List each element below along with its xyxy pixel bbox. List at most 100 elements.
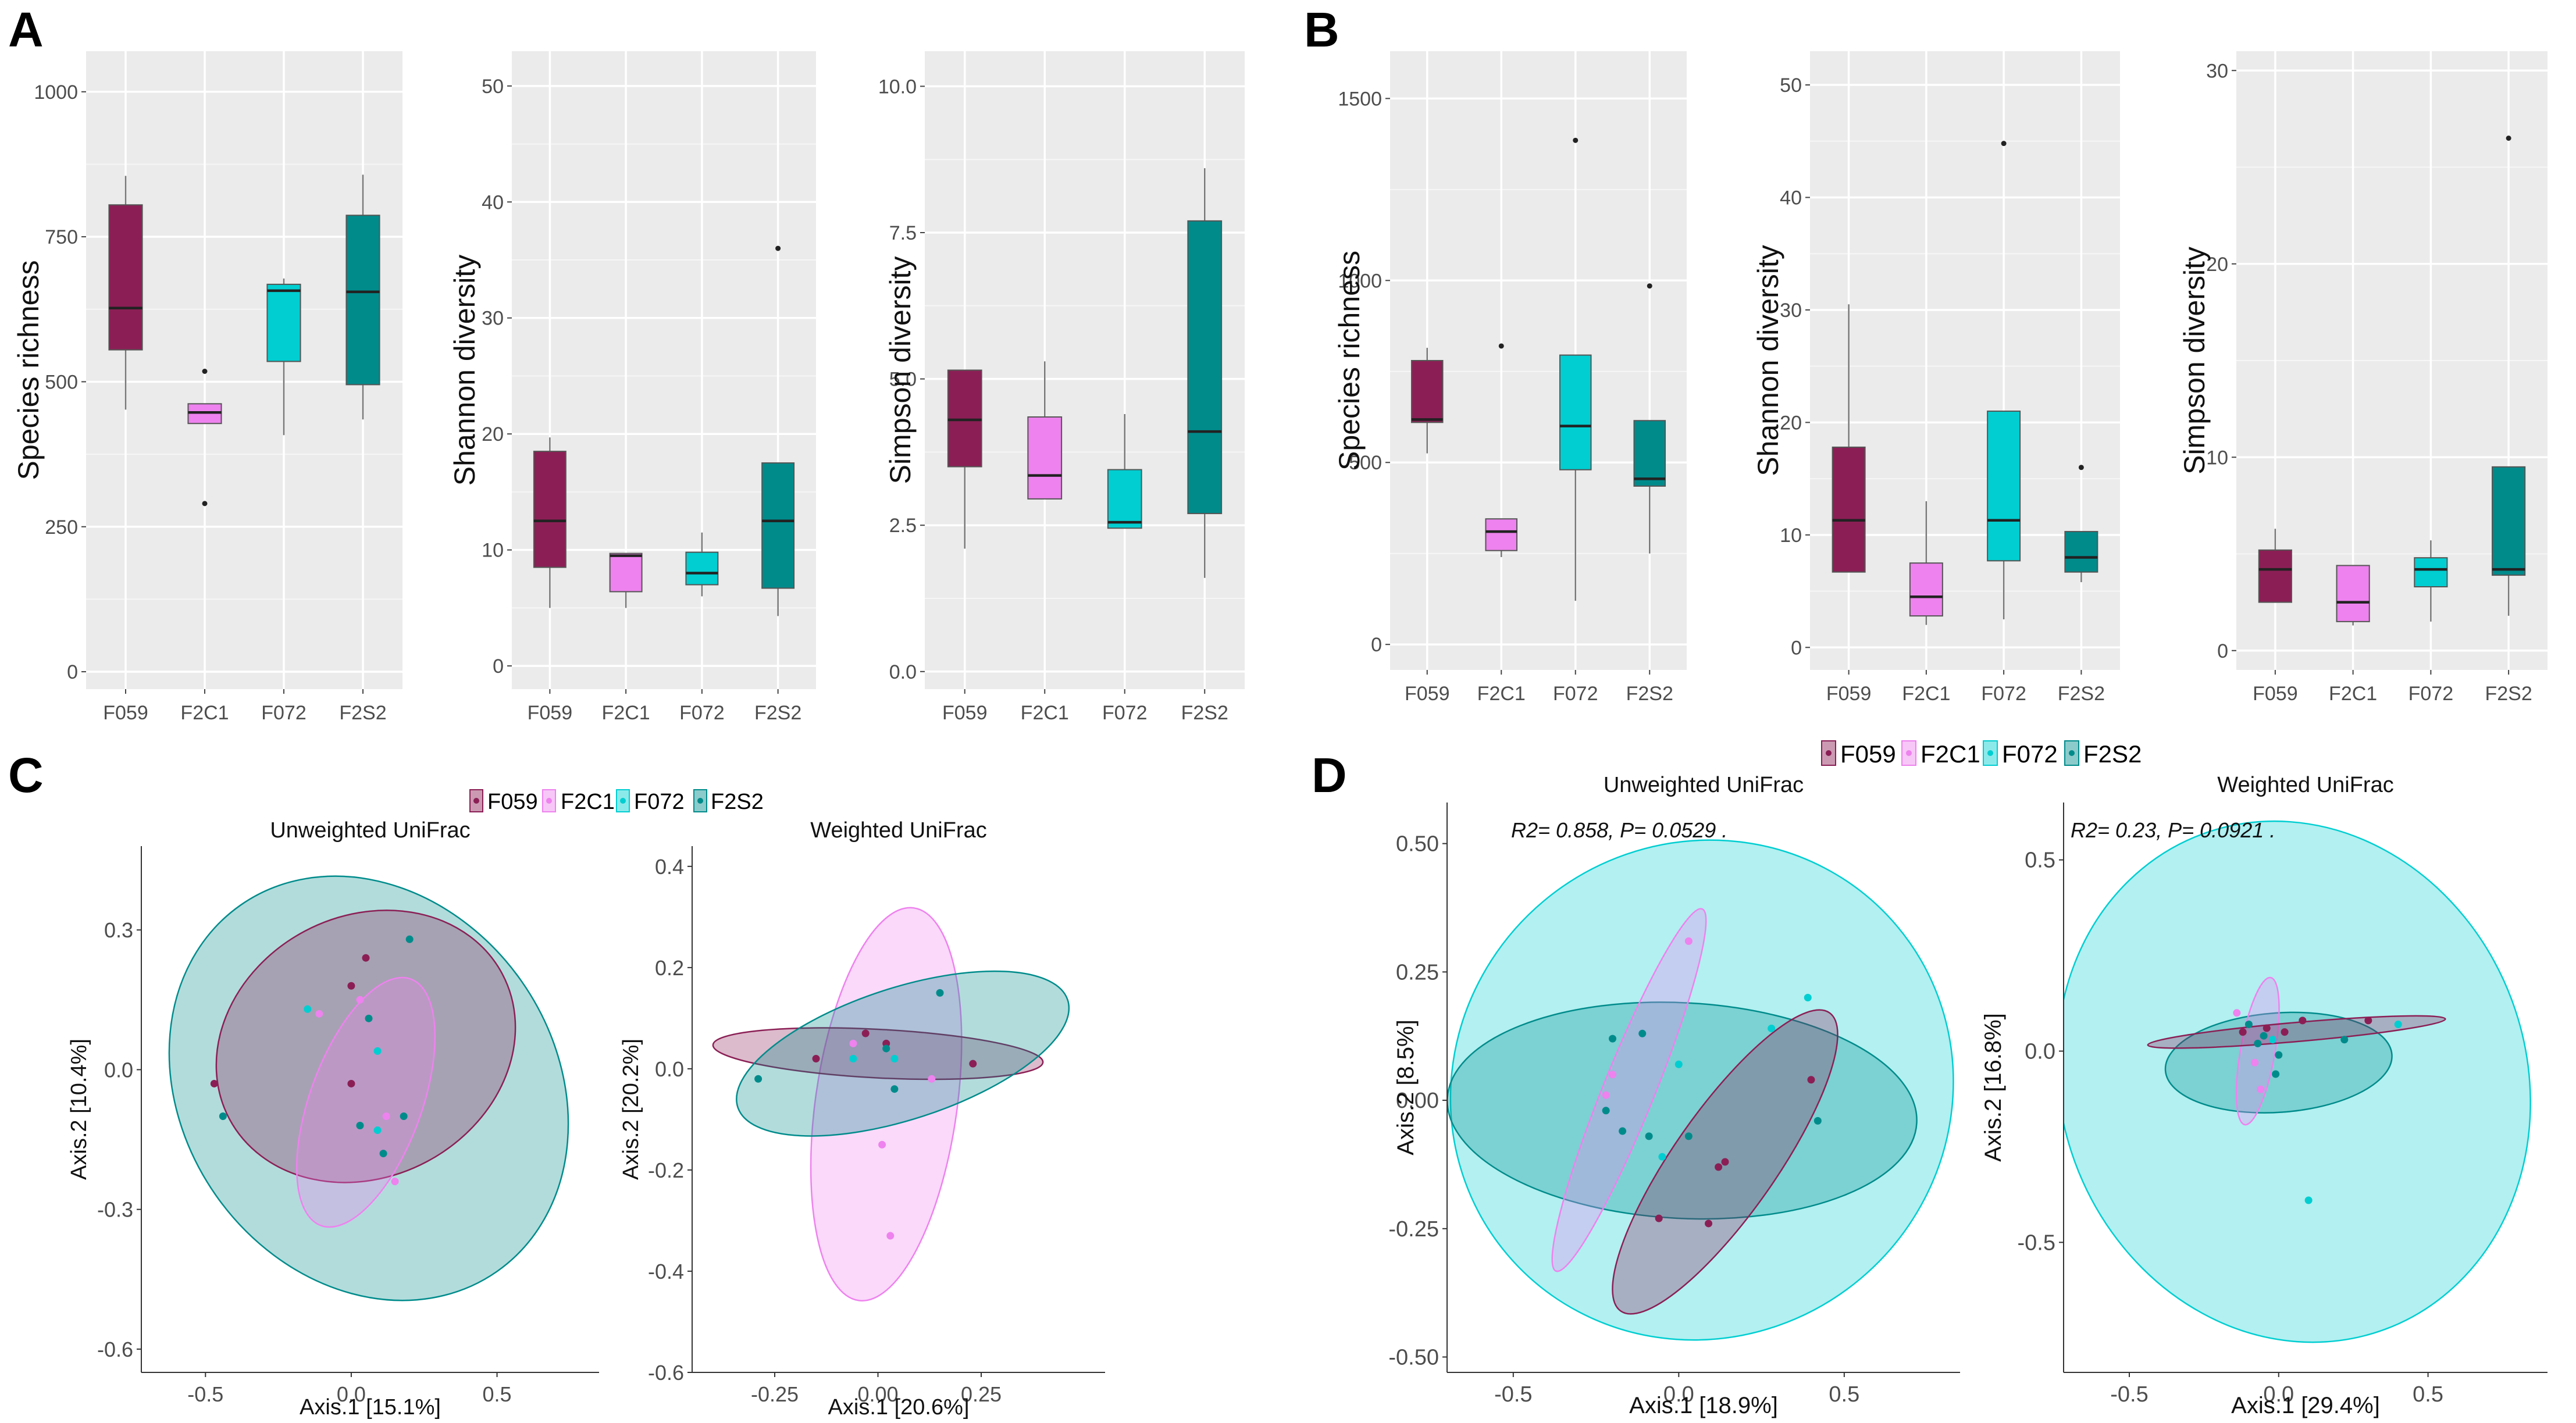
point-f2s2 <box>936 989 944 997</box>
y-tick-label: 7.5 <box>889 222 917 244</box>
x-tick-label: F072 <box>2408 683 2454 705</box>
box-f072 <box>1987 411 2021 562</box>
panel-letter-d: D <box>1312 748 1347 803</box>
point-f059 <box>210 1079 218 1087</box>
point-f059 <box>1721 1158 1729 1166</box>
x-tick-label: 0.5 <box>483 1382 512 1406</box>
legend-c-dot-f2s2 <box>697 798 703 804</box>
y-tick-label: 0.0 <box>889 661 917 683</box>
x-tick-label: F059 <box>528 702 573 724</box>
y-axis-label: Axis.2 [20.2%] <box>619 1039 643 1180</box>
box-f2c1 <box>609 552 643 593</box>
point-f2s2 <box>2244 1020 2253 1028</box>
y-tick-label: 50 <box>1780 74 1802 97</box>
point-f072 <box>2304 1196 2313 1204</box>
legend-c-label-f2s2: F2S2 <box>711 790 764 814</box>
legend-d-dot-f2c1 <box>1906 750 1912 756</box>
box-f2c1 <box>1485 518 1518 551</box>
point-f2s2 <box>1638 1029 1647 1037</box>
x-tick-label: F059 <box>942 702 988 724</box>
point-f072 <box>2269 1036 2277 1044</box>
x-axis-label: Axis.1 [20.6%] <box>828 1395 970 1420</box>
box-f2c1 <box>1909 562 1943 617</box>
y-tick-label: -0.4 <box>648 1260 684 1283</box>
point-f072 <box>1768 1024 1776 1032</box>
point-f059 <box>2239 1028 2247 1036</box>
chart-a-simpson-diversity: 0.0 2.5 5.0 7.5 10.0 F059 F2C1 F072 F2S2 Simpson … <box>878 51 1245 724</box>
x-tick-label: F072 <box>679 702 725 724</box>
box-f2s2 <box>2064 531 2098 573</box>
x-tick-label: 0.5 <box>1829 1382 1859 1407</box>
point-f2c1 <box>356 996 364 1004</box>
y-tick-label: 750 <box>45 226 78 248</box>
ellipse-f059 <box>712 1027 1044 1080</box>
point-f2s2 <box>890 1085 899 1093</box>
y-tick-label: 20 <box>1780 412 1802 434</box>
box-f2s2 <box>2492 466 2526 576</box>
x-tick-label: F059 <box>1826 683 1872 705</box>
point-f2s2 <box>1645 1132 1653 1140</box>
plot-area <box>2064 820 2531 1343</box>
point-f059 <box>2299 1017 2307 1025</box>
point-f2s2 <box>1684 1132 1693 1140</box>
point-f072 <box>1658 1153 1666 1161</box>
x-tick-label: F2S2 <box>1181 702 1228 724</box>
x-tick-label: -0.5 <box>1494 1382 1532 1407</box>
point-f072 <box>304 1005 312 1013</box>
ellipse-f2c1 <box>810 907 963 1301</box>
point-f072 <box>373 1126 382 1135</box>
x-tick-label: F2S2 <box>2485 683 2532 705</box>
ellipse-f2c1 <box>2235 976 2280 1126</box>
chart-title: Weighted UniFrac <box>810 818 986 843</box>
box-f059 <box>108 204 143 351</box>
x-tick-label: -0.5 <box>187 1382 223 1406</box>
y-axis-label: Species richness <box>12 261 45 480</box>
y-tick-label: 0.0 <box>104 1058 133 1082</box>
box-outlier <box>202 368 208 374</box>
x-tick-label: F2C1 <box>180 702 229 724</box>
x-tick-label: F072 <box>1981 683 2026 705</box>
point-f2c1 <box>928 1075 936 1083</box>
y-tick-label: 40 <box>1780 187 1802 209</box>
chart-d-weighted-unifrac: -0.5 0.0 0.5 -0.5 0.0 0.5 Weighted UniFrac Axis… <box>1980 773 2548 1418</box>
x-tick-label: 0.0 <box>2263 1382 2294 1407</box>
legend-c: F059 F2C1 F072 F2S2 <box>469 789 764 814</box>
y-tick-label: 10 <box>482 540 504 562</box>
point-f2s2 <box>1602 1107 1610 1115</box>
y-tick-label: -0.50 <box>1388 1346 1439 1370</box>
x-tick-label: F2S2 <box>2058 683 2105 705</box>
point-f059 <box>1705 1219 1713 1228</box>
box-outlier <box>2506 135 2511 141</box>
legend-d-label-f2s2: F2S2 <box>2083 740 2142 768</box>
y-tick-label: -0.5 <box>2018 1231 2055 1255</box>
x-axis-label: Axis.1 [15.1%] <box>300 1395 441 1420</box>
point-f2s2 <box>219 1112 227 1121</box>
point-f2c1 <box>2257 1085 2265 1093</box>
y-tick-label: 0 <box>493 655 504 677</box>
x-tick-label: F072 <box>1553 683 1598 705</box>
point-f059 <box>362 954 370 962</box>
point-f2s2 <box>400 1112 408 1121</box>
y-tick-label: 0.00 <box>1396 1089 1439 1113</box>
point-f2c1 <box>1684 937 1693 945</box>
legend-c-dot-f072 <box>620 798 626 804</box>
box-f2s2 <box>345 215 380 386</box>
box-f059 <box>1832 446 1866 573</box>
x-tick-label: 0.25 <box>961 1382 1002 1406</box>
box-f2s2 <box>1187 220 1223 515</box>
point-f059 <box>2263 1024 2271 1032</box>
y-tick-label: 500 <box>45 371 78 393</box>
box-f059 <box>947 369 982 468</box>
box-f059 <box>533 451 566 568</box>
x-tick-label: F059 <box>1405 683 1450 705</box>
box-outlier <box>1647 283 1652 289</box>
box-f072 <box>266 283 301 362</box>
chart-b-shannon-diversity: 0 10 20 30 40 50 F059 F2C1 F072 F2S2 Shannon diver… <box>1752 51 2120 705</box>
y-tick-label: 50 <box>482 76 504 98</box>
y-tick-label: 250 <box>45 516 78 538</box>
ellipse-f059 <box>2147 1015 2446 1049</box>
point-f072 <box>2394 1020 2402 1028</box>
legend-d-label-f2c1: F2C1 <box>1921 740 1980 768</box>
legend-c-label-f059: F059 <box>487 790 538 814</box>
point-f059 <box>861 1029 870 1037</box>
